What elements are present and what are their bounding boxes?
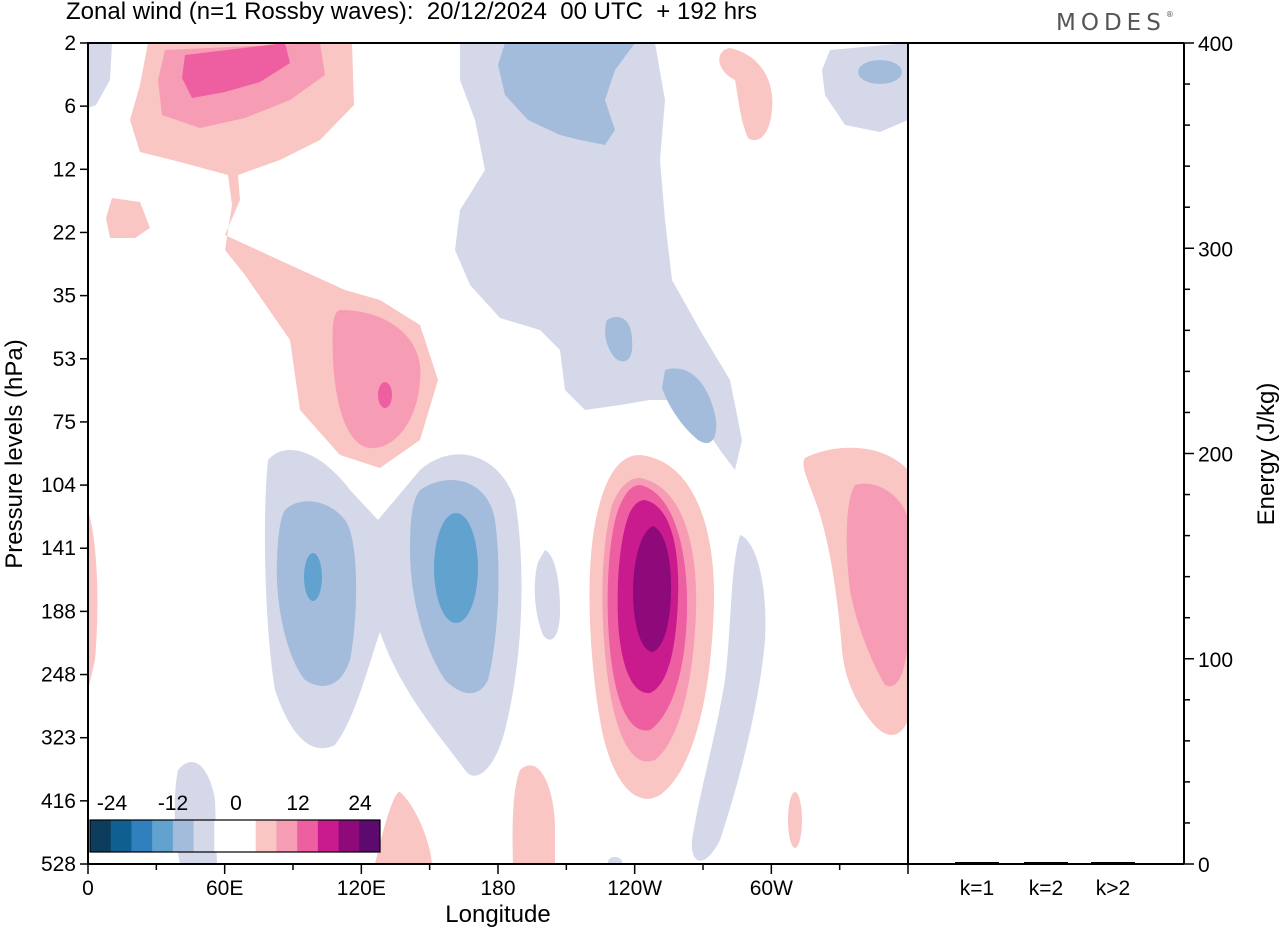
contour-neg-13 [534, 550, 560, 640]
x-axis-title: Longitude [445, 901, 550, 928]
pressure-tick-label: 22 [53, 221, 76, 244]
colorbar-label: 0 [230, 792, 242, 815]
colorbar-swatch [172, 820, 195, 852]
pressure-tick-label: 528 [41, 853, 76, 876]
energy-tick-label: 200 [1198, 444, 1233, 467]
longitude-tick-label: 60E [206, 877, 243, 900]
colorbar-swatch [110, 820, 132, 852]
colorbar-swatch [152, 820, 174, 852]
colorbar-swatch [255, 820, 277, 852]
wavenumber-label: k>2 [1096, 877, 1130, 900]
colorbar-label: 24 [348, 792, 372, 815]
contour-neg-3 [605, 316, 633, 362]
contour-neg-2 [498, 43, 635, 145]
pressure-tick-label: 6 [64, 95, 76, 118]
pressure-tick-label: 141 [41, 537, 76, 560]
contour-neg-5 [822, 43, 908, 132]
contour-pos-18 [788, 792, 802, 848]
contour-pos-12 [633, 526, 672, 652]
wavenumber-label: k=1 [960, 877, 994, 900]
contour-pos-17 [375, 791, 432, 864]
pressure-tick-label: 104 [41, 474, 76, 497]
chart-title: Zonal wind (n=1 Rossby waves): 20/12/202… [66, 0, 758, 25]
contour-neg-16 [608, 857, 622, 864]
colorbar-swatch [338, 820, 360, 852]
contour-neg-12 [434, 513, 478, 623]
contour-pos-15 [88, 510, 98, 690]
colorbar-frame [89, 819, 381, 853]
colorbar-label: -12 [158, 792, 188, 815]
axis-ticks [80, 42, 1194, 874]
colorbar-swatch [214, 820, 236, 852]
contour-pos-5 [378, 382, 392, 408]
contour-neg-10 [304, 553, 322, 601]
colorbar-swatch [90, 820, 112, 852]
contour-pos-14 [846, 483, 908, 687]
colorbar-swatch [297, 820, 319, 852]
pressure-tick-label: 35 [53, 285, 76, 308]
pressure-tick-label: 2 [64, 32, 76, 55]
colorbar-swatch [235, 820, 257, 852]
energy-tick-label: 0 [1198, 854, 1210, 877]
contour-pos-16 [512, 765, 555, 864]
energy-tick-label: 100 [1198, 649, 1233, 672]
colorbar [89, 819, 381, 853]
energy-tick-labels: 0 100 200 300 400 [1198, 33, 1233, 877]
colorbar-label: -24 [97, 792, 128, 815]
contour-neg-7 [88, 43, 112, 108]
colorbar-swatch [131, 820, 153, 852]
energy-bar [955, 862, 999, 864]
longitude-tick-label: 120W [607, 877, 662, 900]
energy-bar [1091, 862, 1135, 864]
wavenumber-label: k=2 [1029, 877, 1063, 900]
pressure-tick-label: 12 [53, 158, 76, 181]
colorbar-swatch [276, 820, 298, 852]
longitude-tick-labels: 0 60E 120E 180 120W 60W [82, 877, 793, 900]
contour-neg-4 [662, 368, 717, 444]
pressure-tick-label: 75 [53, 411, 76, 434]
longitude-tick-label: 180 [480, 877, 515, 900]
longitude-tick-label: 60W [750, 877, 793, 900]
pressure-tick-label: 188 [41, 600, 76, 623]
longitude-tick-label: 0 [82, 877, 94, 900]
colorbar-labels: -24 -12 0 12 24 [97, 792, 372, 815]
energy-tick-label: 300 [1198, 238, 1233, 261]
contour-pos-7 [719, 48, 773, 141]
colorbar-swatch [359, 820, 381, 852]
y-axis-title: Pressure levels (hPa) [1, 339, 28, 568]
energy-bar [1024, 862, 1068, 864]
wavenumber-labels: k=1 k=2 k>2 [960, 877, 1130, 900]
contour-pos-3 [182, 43, 290, 98]
contour-pos-4 [332, 310, 421, 449]
contour-field [88, 43, 908, 864]
energy-axis-title: Energy (J/kg) [1253, 383, 1280, 526]
pressure-tick-label: 323 [41, 727, 76, 750]
longitude-tick-label: 120E [337, 877, 386, 900]
colorbar-label: 12 [286, 792, 309, 815]
colorbar-swatch [317, 820, 340, 852]
pressure-tick-label: 416 [41, 790, 76, 813]
contour-neg-1 [455, 43, 742, 470]
pressure-tick-labels: 2 6 12 22 35 53 75 104 141 188 248 323 416 528 [41, 32, 76, 876]
contour-pos-6 [106, 198, 150, 238]
energy-tick-label: 400 [1198, 33, 1233, 56]
modes-logo: MODES® [1056, 10, 1174, 36]
pressure-tick-label: 53 [53, 348, 76, 371]
colorbar-swatch [193, 820, 215, 852]
contour-neg-6 [858, 60, 902, 84]
contour-neg-14 [691, 535, 766, 861]
energy-bars [955, 862, 1135, 864]
pressure-tick-label: 248 [41, 664, 76, 687]
